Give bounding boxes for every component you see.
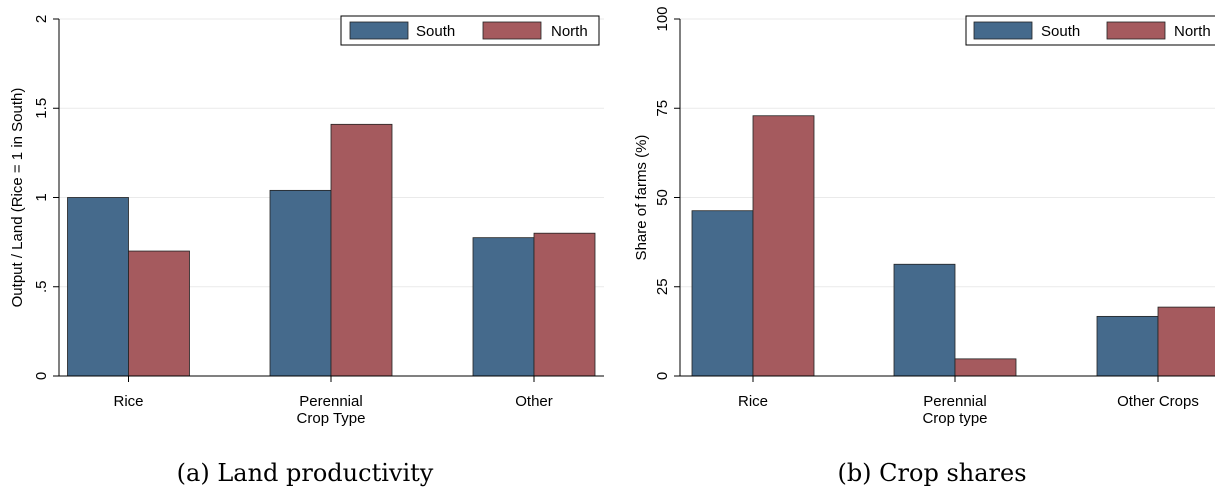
x-tick-label: Other — [515, 393, 553, 410]
legend-label-south: South — [416, 23, 455, 40]
legend: South North — [965, 15, 1215, 46]
y-axis-label: Share of farms (%) — [633, 135, 650, 261]
x-tick-label: Rice — [738, 393, 768, 410]
legend-swatch-south — [973, 21, 1033, 40]
bar-south-3 — [472, 237, 535, 377]
bar-south-1 — [67, 197, 129, 377]
chart-panel-1: 0 .5 1 1.5 2 Rice Perennial Crop Type Other Outpu… — [9, 15, 604, 487]
bar-north-1 — [752, 115, 815, 377]
y-tick-label: 0 — [33, 372, 50, 380]
legend-swatch-north — [1106, 21, 1166, 40]
x-tick-label: Rice — [113, 393, 143, 410]
y-axis-label: Output / Land (Rice = 1 in South) — [9, 88, 26, 308]
legend-label-north: North — [551, 23, 588, 40]
bar-north-3 — [1157, 306, 1215, 377]
y-tick-label: 1.5 — [33, 98, 50, 119]
legend-label-north: North — [1174, 23, 1211, 40]
x-tick-label: Perennial Crop Type — [297, 393, 366, 427]
legend-swatch-south — [349, 21, 409, 40]
legend-label-south: South — [1041, 23, 1080, 40]
x-tick-label: Other Crops — [1117, 393, 1199, 410]
panel-caption: (a) Land productivity — [177, 459, 434, 487]
y-tick-label: 50 — [654, 189, 671, 206]
bar-south-3 — [1096, 315, 1159, 377]
bar-south-2 — [269, 189, 332, 377]
legend: South North — [340, 15, 600, 46]
bar-north-2 — [954, 358, 1017, 377]
y-tick-label: 25 — [654, 278, 671, 295]
y-tick-label: .5 — [33, 280, 50, 293]
bar-north-1 — [128, 250, 190, 377]
panel-caption: (b) Crop shares — [837, 459, 1026, 487]
chart-panel-2: 0 25 50 75 100 Rice Perennial Crop type Other Cr… — [633, 6, 1215, 487]
bar-south-2 — [893, 263, 956, 377]
bar-north-3 — [533, 232, 596, 377]
x-tick-label: Perennial Crop type — [922, 393, 987, 427]
legend-swatch-north — [482, 21, 542, 40]
y-tick-label: 2 — [33, 15, 50, 23]
y-tick-label: 100 — [654, 6, 671, 31]
y-tick-label: 75 — [654, 100, 671, 117]
bar-north-2 — [330, 123, 393, 377]
bar-south-1 — [691, 210, 754, 377]
y-tick-label: 1 — [33, 193, 50, 201]
y-tick-label: 0 — [654, 372, 671, 380]
